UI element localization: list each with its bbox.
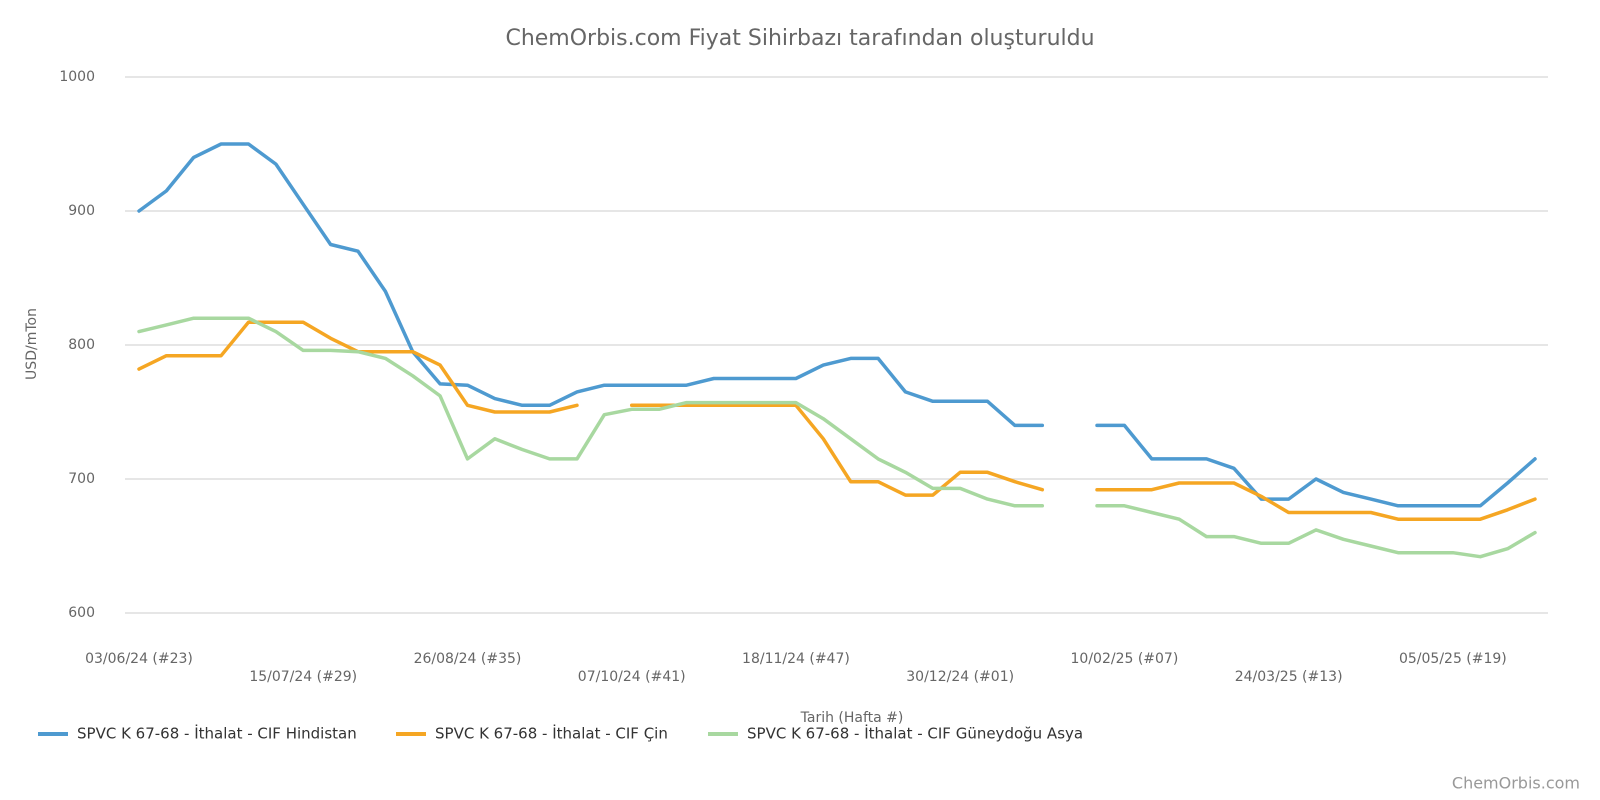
chart-title: ChemOrbis.com Fiyat Sihirbazı tarafından… xyxy=(505,26,1094,51)
y-tick-label: 800 xyxy=(68,337,95,353)
y-tick-label: 1000 xyxy=(59,69,95,85)
x-tick-label: 10/02/25 (#07) xyxy=(1071,651,1179,667)
legend-label: SPVC K 67-68 - İthalat - CIF Güneydoğu A… xyxy=(747,724,1083,743)
x-tick-label: 26/08/24 (#35) xyxy=(414,651,522,667)
x-tick-label: 05/05/25 (#19) xyxy=(1399,651,1507,667)
y-axis-label: USD/mTon xyxy=(24,308,40,380)
line-series xyxy=(137,316,1537,559)
x-tick-label: 18/11/24 (#47) xyxy=(742,651,850,667)
x-axis-label: Tarih (Hafta #) xyxy=(800,710,904,726)
x-tick-label: 03/06/24 (#23) xyxy=(85,651,193,667)
y-tick-label: 900 xyxy=(68,203,95,219)
credit: ChemOrbis.com xyxy=(1452,774,1580,793)
legend-label: SPVC K 67-68 - İthalat - CIF Çin xyxy=(435,724,668,743)
x-tick-label: 07/10/24 (#41) xyxy=(578,669,686,685)
legend-label: SPVC K 67-68 - İthalat - CIF Hindistan xyxy=(77,724,357,743)
line-series xyxy=(137,142,1537,508)
x-tick-label: 15/07/24 (#29) xyxy=(249,669,357,685)
x-tick-label: 24/03/25 (#13) xyxy=(1235,669,1343,685)
y-tick-label: 600 xyxy=(68,605,95,621)
x-tick-label: 30/12/24 (#01) xyxy=(906,669,1014,685)
y-tick-label: 700 xyxy=(68,471,95,487)
